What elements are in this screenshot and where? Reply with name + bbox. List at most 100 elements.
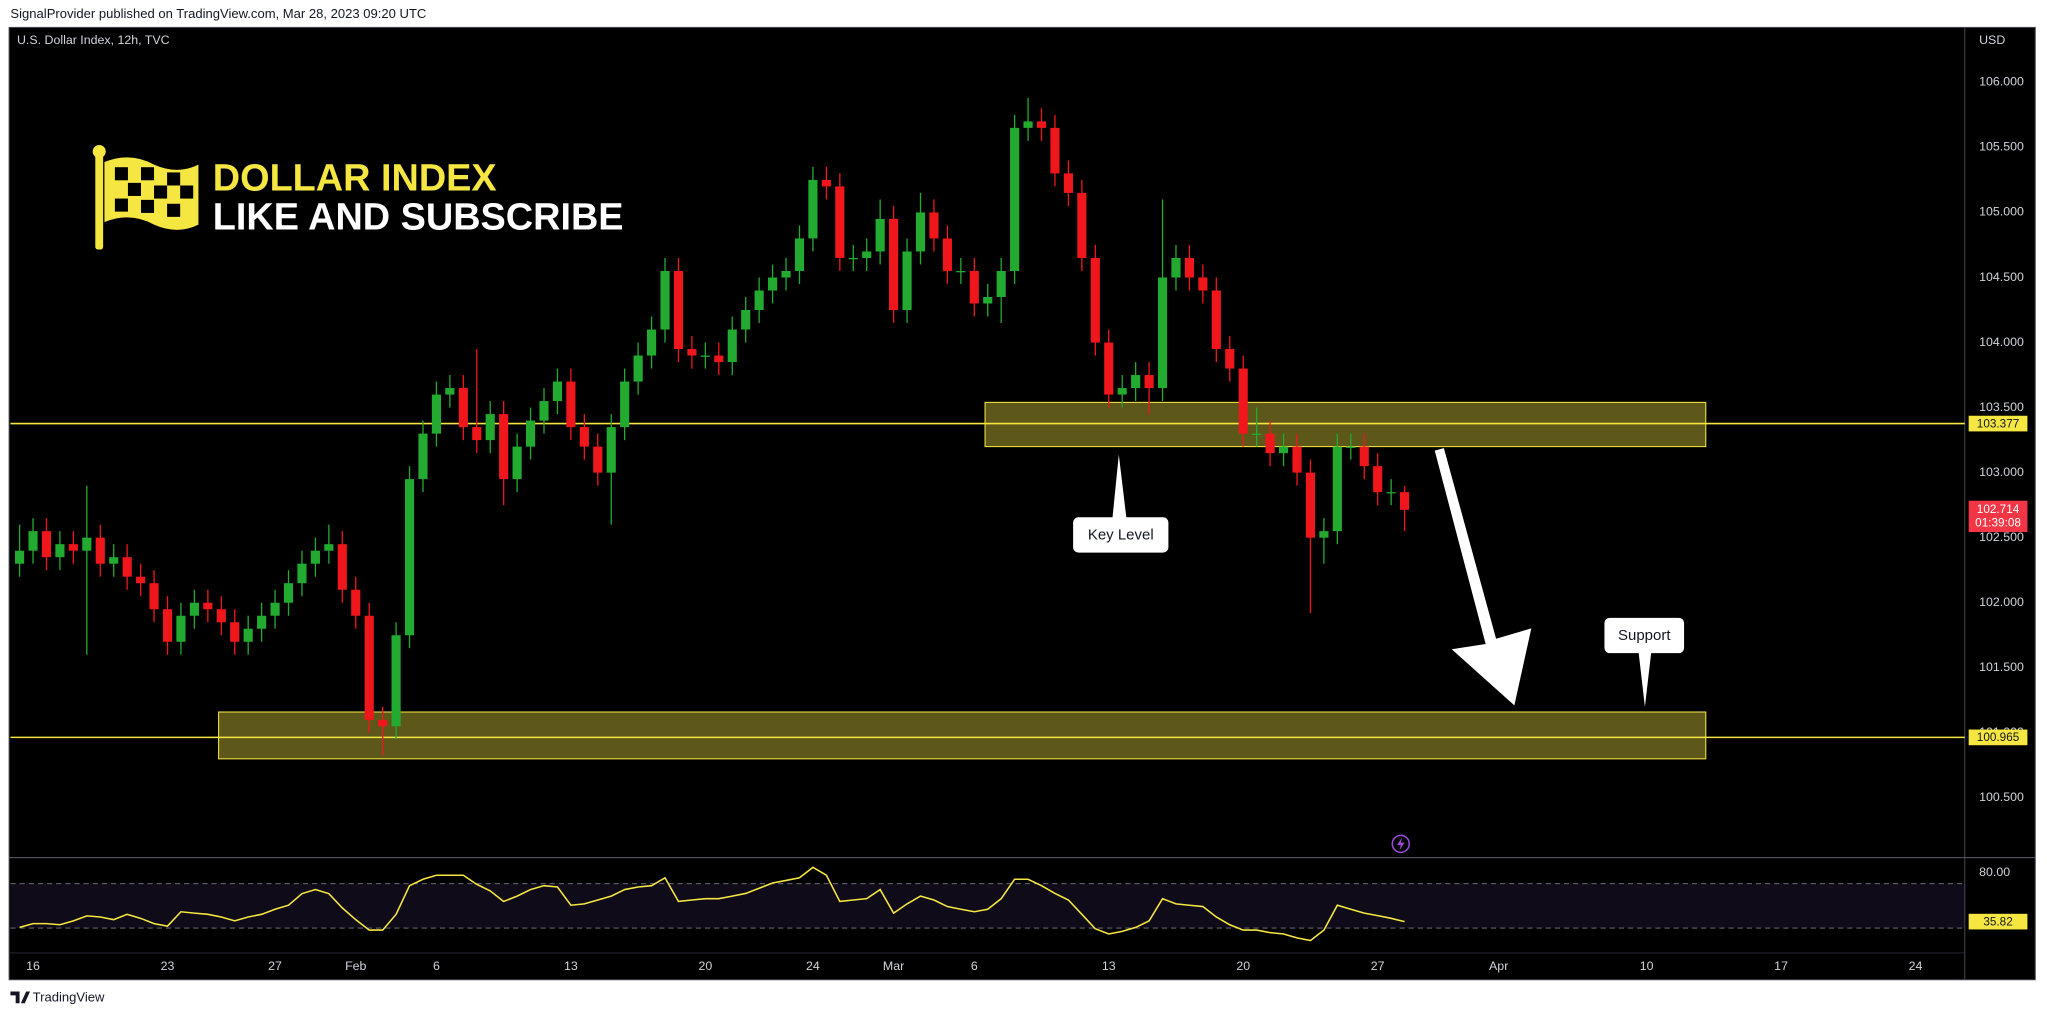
candle-body xyxy=(418,433,428,480)
rsi-tag xyxy=(1968,913,2028,930)
candle-body xyxy=(1292,446,1302,473)
candle-body xyxy=(942,238,952,271)
candle-body xyxy=(1386,492,1396,494)
candle-body xyxy=(337,544,347,590)
key-level-callout xyxy=(1073,454,1169,553)
candle-body xyxy=(862,251,872,258)
candle-body xyxy=(566,381,576,428)
candle-body xyxy=(969,270,979,304)
candle-body xyxy=(1252,433,1262,435)
candle-body xyxy=(996,270,1006,297)
candle-body xyxy=(1144,375,1154,389)
candle-body xyxy=(162,609,173,642)
x-tick-label: 13 xyxy=(1102,959,1116,973)
y-tick-label: 104.500 xyxy=(1979,270,2024,284)
candle-body xyxy=(1400,492,1410,510)
candle-body xyxy=(1373,466,1383,493)
support-callout xyxy=(1604,617,1685,707)
candle-body xyxy=(485,414,495,441)
last-price-tag xyxy=(1968,500,2028,533)
candle-body xyxy=(149,583,159,610)
candle-body xyxy=(1238,368,1248,434)
candle-body xyxy=(68,544,78,551)
candle-body xyxy=(378,719,388,727)
x-tick-label: 17 xyxy=(1774,959,1788,973)
candle-body xyxy=(929,212,939,239)
candle-body xyxy=(189,602,199,616)
candle-body xyxy=(593,446,603,473)
publisher-line: SignalProvider published on TradingView.… xyxy=(10,6,426,21)
rsi-line xyxy=(19,866,1405,942)
candle-body xyxy=(230,622,240,642)
candle-body xyxy=(700,355,710,357)
chart-panel xyxy=(8,26,2036,981)
candle-body xyxy=(203,602,213,610)
candle-body xyxy=(512,446,522,480)
x-tick-label: 27 xyxy=(1371,959,1385,973)
candle-body xyxy=(1265,433,1275,454)
rsi-band-fill xyxy=(10,883,1965,929)
candle-body xyxy=(1346,446,1356,448)
candle-body xyxy=(808,179,818,239)
candle-body xyxy=(136,576,146,584)
candle-body xyxy=(458,388,468,428)
candle-body xyxy=(821,179,831,187)
candle-body xyxy=(176,615,186,642)
y-tick-label: 105.000 xyxy=(1979,205,2024,219)
candle-body xyxy=(1305,472,1316,538)
candle-body xyxy=(848,257,858,260)
y-tick-label: 103.000 xyxy=(1979,465,2024,479)
candle-body xyxy=(889,218,899,311)
candle-body xyxy=(579,427,589,447)
countdown-label: 01:39:08 xyxy=(1975,517,2021,530)
candle-body xyxy=(1319,531,1329,538)
candle-body xyxy=(404,479,415,636)
candle-body xyxy=(391,635,401,727)
candle-body xyxy=(270,602,280,616)
candles-layer xyxy=(15,97,1410,755)
x-tick-label: 10 xyxy=(1640,959,1654,973)
candle-body xyxy=(1211,290,1221,350)
candle-body xyxy=(902,251,912,311)
candle-body xyxy=(754,290,764,311)
candle-body xyxy=(1225,349,1235,369)
x-tick-label: 27 xyxy=(268,959,282,973)
lines-layer xyxy=(10,422,1965,739)
key-level-label: Key Level xyxy=(1088,527,1154,544)
candle-body xyxy=(714,355,724,363)
candle-body xyxy=(633,355,643,382)
candle-body xyxy=(55,544,65,558)
x-tick-label: 24 xyxy=(1909,959,1923,973)
banner-subtitle: LIKE AND SUBSCRIBE xyxy=(213,196,624,238)
footer-logo xyxy=(10,991,31,1004)
candle-body xyxy=(445,388,455,395)
candle-body xyxy=(606,427,616,473)
candle-body xyxy=(243,628,253,642)
candle-body xyxy=(983,296,993,304)
candle-body xyxy=(82,537,92,551)
candle-body xyxy=(472,427,482,441)
x-tick-label: 20 xyxy=(698,959,712,973)
candle-body xyxy=(727,329,737,363)
candle-body xyxy=(1157,277,1168,389)
candle-body xyxy=(1104,342,1114,395)
currency-label: USD xyxy=(1979,33,2005,47)
x-tick-label: Apr xyxy=(1489,959,1508,973)
symbol-title: U.S. Dollar Index, 12h, TVC xyxy=(17,33,170,47)
x-tick-label: 13 xyxy=(564,959,578,973)
y-tick-label: 105.500 xyxy=(1979,140,2024,154)
candle-body xyxy=(1063,173,1073,193)
x-tick-label: Feb xyxy=(345,959,366,973)
axis-layer: 100.500101.000101.500102.000102.500103.0… xyxy=(26,75,2028,973)
last-price-label: 102.714 xyxy=(1977,503,2020,516)
candle-body xyxy=(768,277,778,291)
rsi-tick-label: 80.00 xyxy=(1979,865,2010,879)
price-tag xyxy=(1968,729,2028,746)
candle-body xyxy=(1184,257,1194,278)
candle-body xyxy=(41,531,52,558)
candle-body xyxy=(1050,127,1060,174)
candle-body xyxy=(647,329,657,356)
x-tick-label: 6 xyxy=(971,959,978,973)
y-tick-label: 103.500 xyxy=(1979,400,2024,414)
